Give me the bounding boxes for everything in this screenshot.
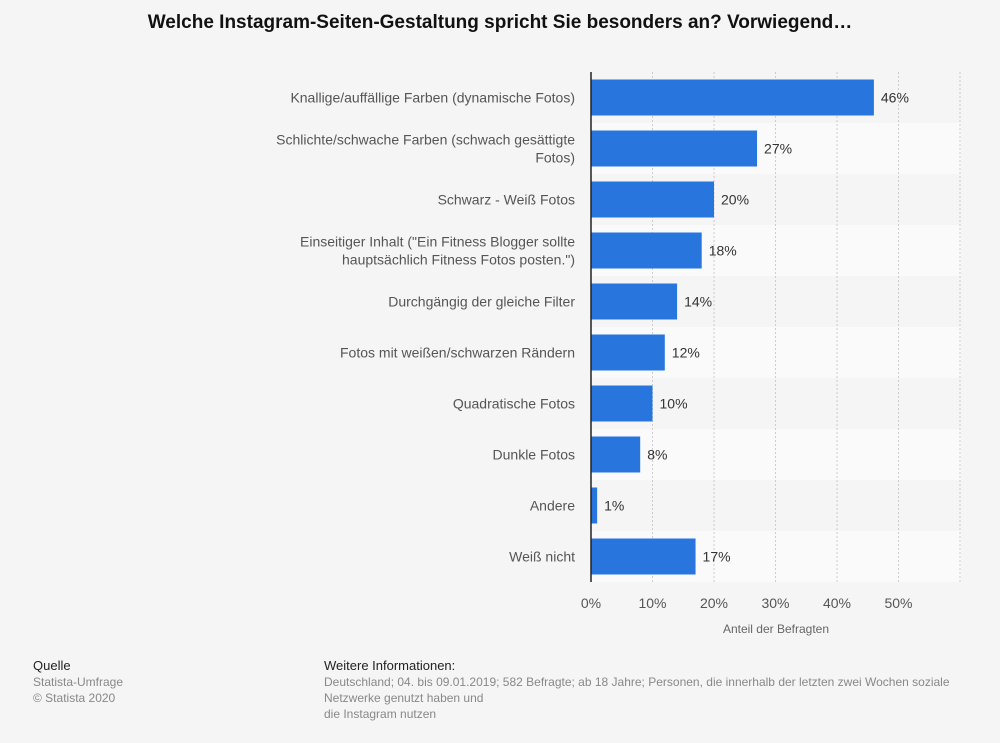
chart-title: Welche Instagram-Seiten-Gestaltung spric… — [147, 12, 853, 33]
category-label: Fotos) — [535, 150, 575, 166]
category-label: Schlichte/schwache Farben (schwach gesät… — [276, 132, 575, 148]
bar — [591, 334, 665, 371]
tick-label: 0% — [581, 595, 601, 611]
bar — [591, 538, 696, 575]
tick-label: 30% — [761, 595, 789, 611]
tick-label: 10% — [638, 595, 666, 611]
bar — [591, 130, 758, 167]
data-label: 20% — [721, 192, 749, 208]
data-label: 46% — [881, 90, 909, 106]
tick-label: 40% — [823, 595, 851, 611]
data-label: 10% — [660, 396, 688, 412]
bar — [591, 232, 702, 269]
category-label: Weiß nicht — [509, 549, 575, 565]
bar — [591, 436, 641, 473]
data-label: 12% — [672, 345, 700, 361]
category-label: Durchgängig der gleiche Filter — [388, 294, 575, 310]
category-label: Andere — [530, 498, 575, 514]
category-label: Fotos mit weißen/schwarzen Rändern — [340, 345, 575, 361]
info-block: Weitere Informationen: Deutschland; 04. … — [324, 658, 984, 722]
bar-chart: 46% Knallige/auffällige Farben (dynamisch… — [276, 72, 961, 636]
tick-label: 50% — [884, 595, 912, 611]
category-label: Knallige/auffällige Farben (dynamische F… — [290, 90, 575, 106]
data-label: 14% — [684, 294, 712, 310]
category-label: hauptsächlich Fitness Fotos posten.") — [342, 252, 575, 268]
info-line: Deutschland; 04. bis 09.01.2019; 582 Bef… — [324, 675, 950, 705]
info-heading: Weitere Informationen: — [324, 658, 456, 673]
copyright: © Statista 2020 — [33, 691, 116, 705]
bar — [591, 181, 714, 218]
category-label: Schwarz - Weiß Fotos — [438, 192, 575, 208]
category-label: Quadratische Fotos — [453, 396, 575, 412]
source-block: Quelle Statista-Umfrage © Statista 2020 — [33, 658, 123, 706]
bar — [591, 283, 678, 320]
x-axis-title: Anteil der Befragten — [723, 622, 829, 636]
category-label: Einseitiger Inhalt ("Ein Fitness Blogger… — [300, 234, 575, 250]
tick-label: 20% — [700, 595, 728, 611]
data-label: 1% — [604, 498, 624, 514]
bar — [591, 79, 874, 116]
info-line: die Instagram nutzen — [324, 707, 437, 721]
bar — [591, 385, 653, 422]
source-line: Statista-Umfrage — [33, 675, 124, 689]
data-label: 27% — [764, 141, 792, 157]
bar — [591, 487, 598, 524]
data-label: 17% — [703, 549, 731, 565]
source-heading: Quelle — [33, 658, 71, 673]
data-label: 18% — [709, 243, 737, 259]
data-label: 8% — [647, 447, 667, 463]
category-label: Dunkle Fotos — [493, 447, 575, 463]
